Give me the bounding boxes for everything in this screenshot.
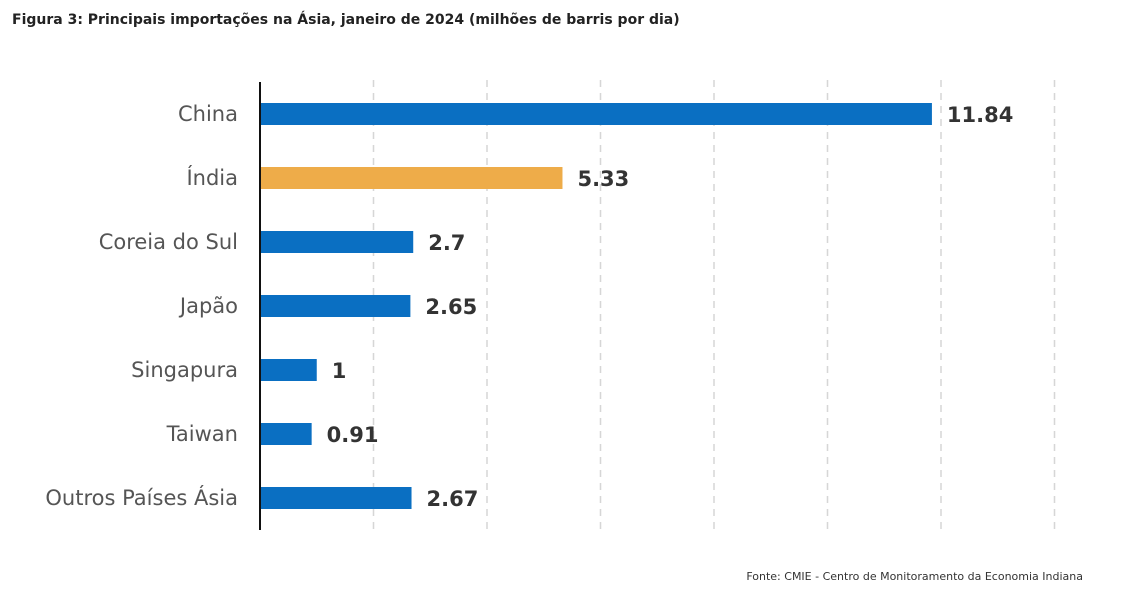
category-label: Singapura bbox=[131, 358, 238, 382]
bar bbox=[260, 295, 411, 317]
source-note: Fonte: CMIE - Centro de Monitoramento da… bbox=[746, 570, 1083, 583]
value-label: 5.33 bbox=[577, 167, 629, 191]
bar bbox=[260, 167, 563, 189]
labels: China 11.84 Índia 5.33 Coreia do Sul 2.7 Japão… bbox=[45, 102, 1013, 511]
chart-title: Figura 3: Principais importações na Ásia… bbox=[12, 12, 680, 28]
value-label: 2.65 bbox=[425, 295, 477, 319]
value-label: 2.7 bbox=[428, 231, 465, 255]
bar bbox=[260, 423, 312, 445]
category-label: Outros Países Ásia bbox=[45, 485, 238, 510]
bar bbox=[260, 487, 412, 509]
value-label: 2.67 bbox=[427, 487, 479, 511]
value-label: 11.84 bbox=[947, 103, 1013, 127]
category-label: Índia bbox=[186, 165, 238, 190]
bar bbox=[260, 231, 414, 253]
category-label: Taiwan bbox=[166, 422, 238, 446]
bar bbox=[260, 103, 932, 125]
category-label: Japão bbox=[178, 294, 238, 318]
category-label: Coreia do Sul bbox=[99, 230, 238, 254]
bar bbox=[260, 359, 317, 381]
bars bbox=[260, 103, 932, 509]
category-label: China bbox=[178, 102, 238, 126]
value-label: 1 bbox=[332, 359, 347, 383]
value-label: 0.91 bbox=[327, 423, 379, 447]
